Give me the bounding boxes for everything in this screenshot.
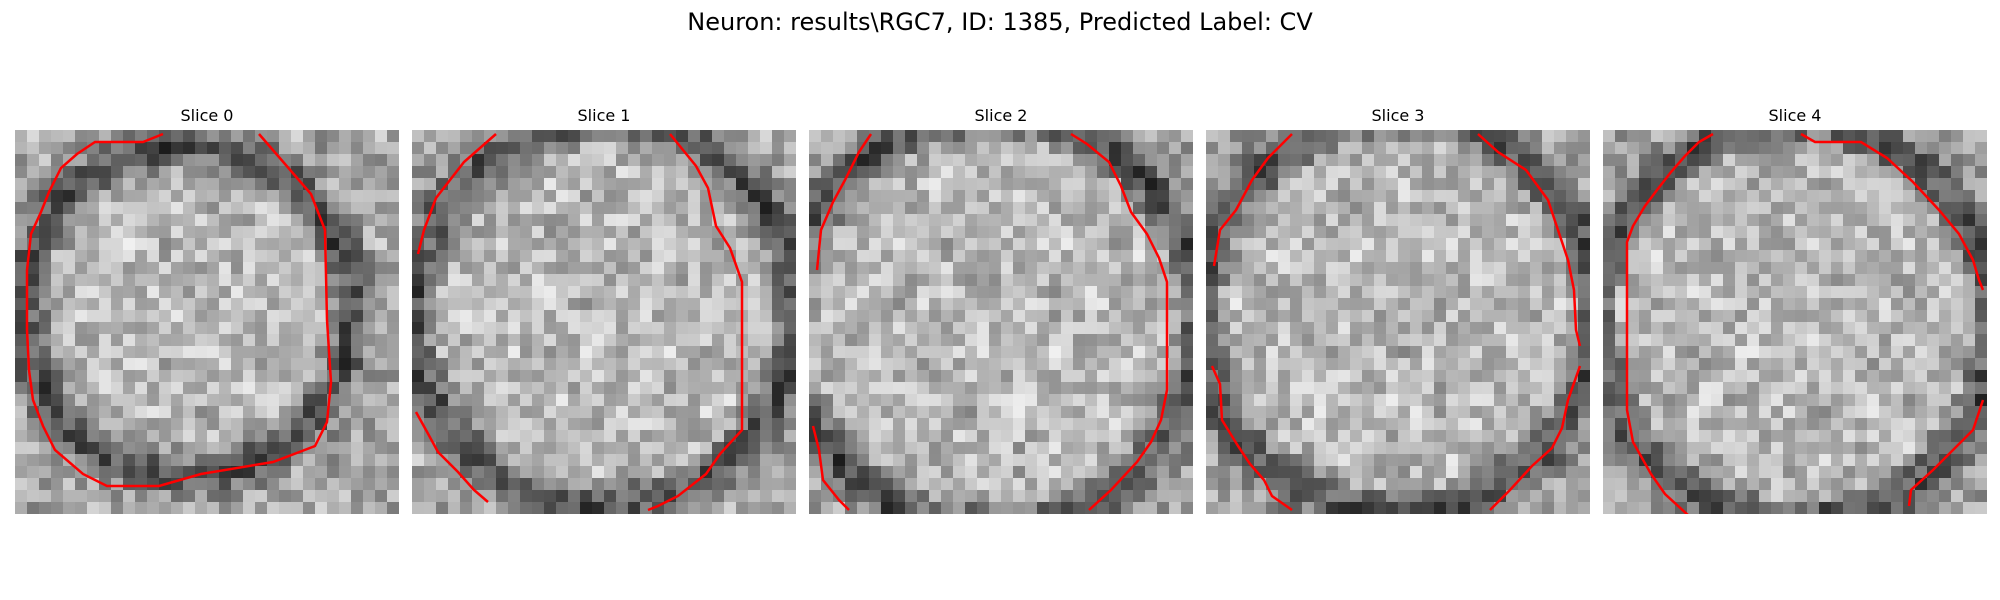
slice-title: Slice 0 bbox=[180, 106, 234, 125]
slice-panel-3: Slice 3 bbox=[1206, 106, 1590, 514]
slice-title: Slice 3 bbox=[1371, 106, 1425, 125]
slice-image bbox=[1206, 130, 1590, 514]
contour-line bbox=[416, 133, 497, 255]
slice-panel-4: Slice 4 bbox=[1603, 106, 1987, 514]
contour-line bbox=[1800, 132, 1985, 291]
contour-line bbox=[811, 425, 850, 511]
contour-line bbox=[647, 133, 744, 512]
contour-line bbox=[815, 133, 873, 271]
slice-title: Slice 2 bbox=[974, 106, 1028, 125]
contour-line bbox=[1070, 132, 1169, 511]
slice-image bbox=[412, 130, 796, 514]
slice-panel-1: Slice 1 bbox=[412, 106, 796, 514]
contour-line bbox=[1212, 133, 1293, 267]
contour-line bbox=[1210, 365, 1293, 512]
contour-line bbox=[25, 132, 333, 488]
contour-line bbox=[414, 411, 489, 503]
slice-image bbox=[15, 130, 399, 514]
slice-image bbox=[809, 130, 1193, 514]
slice-panel-0: Slice 0 bbox=[15, 106, 399, 514]
contour-line bbox=[1625, 132, 1714, 514]
contour-line bbox=[1477, 133, 1582, 347]
slice-image bbox=[1603, 130, 1987, 514]
figure-title: Neuron: results\RGC7, ID: 1385, Predicte… bbox=[687, 8, 1313, 36]
slice-title: Slice 1 bbox=[577, 106, 631, 125]
contour-line bbox=[1489, 365, 1582, 511]
contour-line bbox=[1907, 399, 1985, 507]
slice-panel-2: Slice 2 bbox=[809, 106, 1193, 514]
slice-title: Slice 4 bbox=[1768, 106, 1822, 125]
